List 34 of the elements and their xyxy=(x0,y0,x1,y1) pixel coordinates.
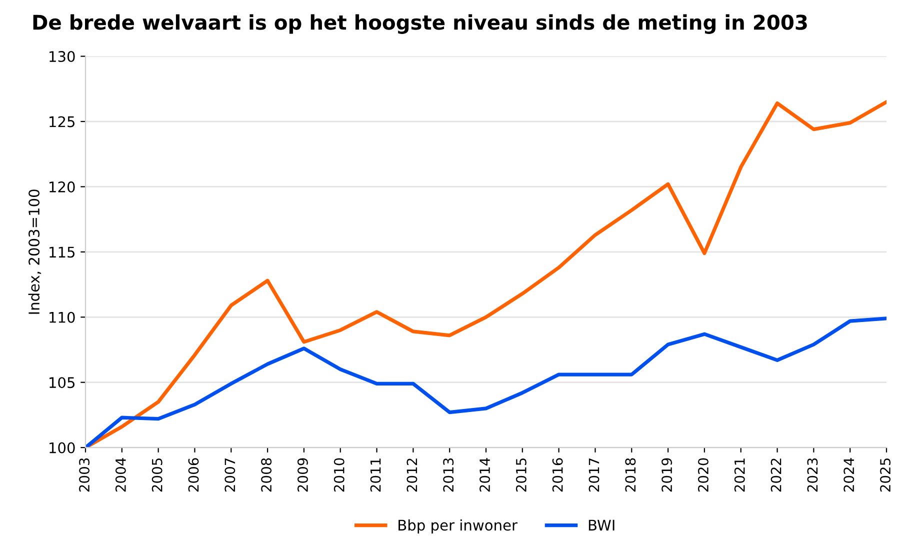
x-tick-label: 2005 xyxy=(152,458,162,492)
legend-label: BWI xyxy=(588,520,614,530)
y-tick-label: 115 xyxy=(50,246,75,258)
x-tick-label: 2015 xyxy=(516,458,526,492)
x-tick-label: 2008 xyxy=(261,458,272,492)
x-tick-label: 2023 xyxy=(807,458,818,492)
x-tick-label: 2016 xyxy=(552,458,563,492)
x-tick-label: 2006 xyxy=(188,458,199,492)
x-tick-label: 2004 xyxy=(115,458,126,492)
x-tick-label: 2003 xyxy=(79,458,90,492)
legend-label: Bbp per inwoner xyxy=(398,519,518,534)
x-tick-label: 2021 xyxy=(734,458,745,492)
x-tick-label: 2019 xyxy=(662,458,672,492)
x-tick-label: 2024 xyxy=(844,458,854,492)
x-tick-label: 2017 xyxy=(588,458,600,492)
chart-title: De brede welvaart is op het hoogste niveau sinds de meting in 2003 xyxy=(33,14,807,34)
y-tick-label: 120 xyxy=(50,181,75,192)
y-tick-label: 105 xyxy=(50,377,75,388)
x-tick-label: 2013 xyxy=(443,458,454,492)
x-tick-label: 2020 xyxy=(698,458,708,492)
y-tick-label: 130 xyxy=(50,50,75,62)
x-tick-label: 2011 xyxy=(370,458,381,492)
x-tick-label: 2022 xyxy=(770,458,782,492)
y-tick-label: 110 xyxy=(50,312,75,323)
x-tick-label: 2010 xyxy=(334,458,344,492)
y-tick-label: 125 xyxy=(50,116,75,128)
y-axis-title: Index, 2003=100 xyxy=(28,190,42,314)
x-tick-label: 2018 xyxy=(625,458,636,492)
x-tick-label: 2009 xyxy=(297,458,308,492)
x-tick-label: 2025 xyxy=(880,458,891,492)
x-tick-label: 2012 xyxy=(406,458,418,492)
y-tick-label: 100 xyxy=(50,442,75,454)
x-tick-label: 2007 xyxy=(224,458,236,492)
x-tick-label: 2014 xyxy=(480,458,490,492)
